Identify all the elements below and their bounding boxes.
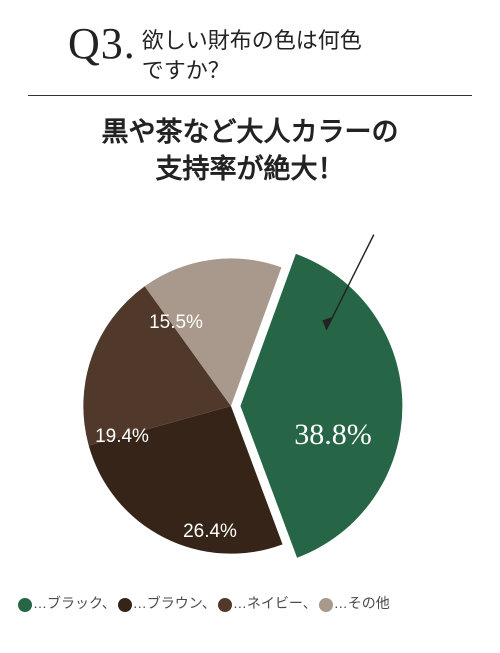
legend-label: …その他 [334,595,390,611]
legend-dot-icon [218,598,232,612]
legend-item-other: …その他 [319,593,390,613]
legend: …ブラック、 …ブラウン、 …ネイビー、 …その他 [0,587,500,613]
legend-item-black: …ブラック、 [18,593,116,613]
question-text: 欲しい財布の色は何色 ですか？ [142,22,362,85]
question-text-line1: 欲しい財布の色は何色 [142,28,362,53]
headline-line1: 黒や茶など大人カラーの [102,117,399,147]
legend-label: …ネイビー、 [233,595,317,611]
slice-label-black: 38.8% [294,418,372,452]
slice-label-other: 15.5% [149,312,203,334]
question-text-line2: ですか？ [142,58,230,83]
legend-item-navy: …ネイビー、 [218,593,317,613]
slice-label-navy: 19.4% [95,426,149,448]
legend-dot-icon [18,598,32,612]
question-number: Q3. [68,22,136,66]
headline-line2: 支持率が絶大！ [156,154,345,184]
headline: 黒や茶など大人カラーの 支持率が絶大！ [0,114,500,187]
question-header: Q3. 欲しい財布の色は何色 ですか？ [28,0,472,96]
legend-dot-icon [118,598,132,612]
legend-item-brown: …ブラウン、 [118,593,216,613]
legend-label: …ブラック、 [33,595,116,611]
legend-label: …ブラウン、 [133,595,216,611]
pie-chart: 38.8% 26.4% 19.4% 15.5% [0,187,500,587]
slice-label-brown: 26.4% [183,521,237,543]
legend-dot-icon [319,598,333,612]
